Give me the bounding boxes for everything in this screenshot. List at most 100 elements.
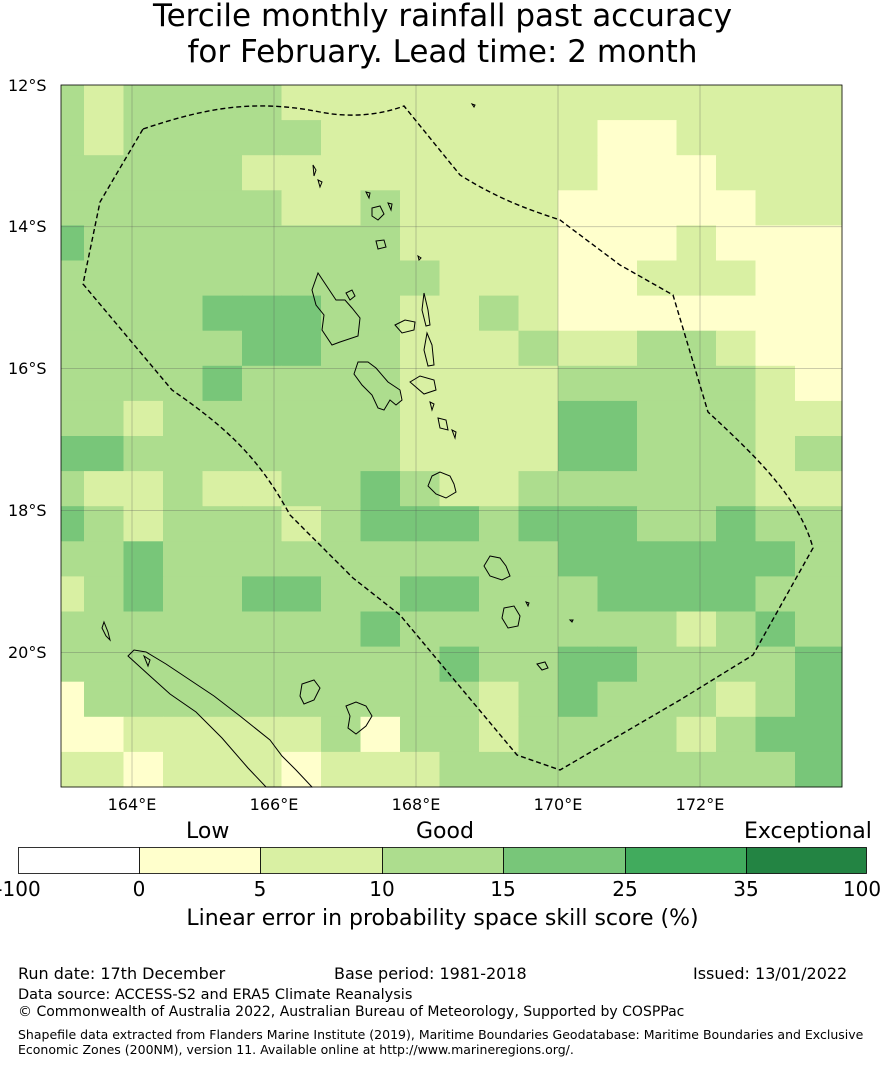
coastline — [525, 601, 530, 608]
skill-cell — [321, 681, 361, 718]
skill-cell — [479, 365, 519, 402]
skill-cell — [281, 295, 322, 332]
colorbar-segment — [746, 847, 867, 874]
skill-cell — [439, 576, 480, 612]
skill-cell — [281, 471, 322, 507]
skill-cell — [479, 295, 519, 332]
skill-cell — [795, 295, 843, 332]
coastline — [101, 620, 111, 642]
skill-cell — [795, 225, 843, 261]
skill-cell — [242, 646, 282, 683]
skill-cell — [755, 611, 796, 648]
skill-cell — [518, 295, 559, 332]
skill-cell — [163, 506, 203, 542]
skill-cell — [716, 471, 756, 507]
skill-cell — [61, 330, 85, 367]
skill-cell — [84, 400, 124, 437]
skill-cell — [321, 541, 361, 577]
skill-cell — [716, 646, 756, 683]
skill-cell — [84, 681, 124, 718]
skill-cell — [755, 365, 796, 402]
skill-cell — [439, 260, 480, 297]
skill-cell — [400, 471, 440, 507]
skill-cell — [676, 400, 717, 437]
skill-cell — [597, 576, 638, 612]
skill-cell — [84, 436, 124, 472]
lat-label-12s: 12°S — [8, 76, 47, 95]
skill-cell — [400, 576, 440, 612]
skill-cell — [479, 611, 519, 648]
skill-cell — [84, 751, 124, 788]
skill-cell — [676, 611, 717, 648]
skill-cell — [321, 751, 361, 788]
skill-cell — [360, 225, 401, 261]
skill-cell — [321, 260, 361, 297]
skill-cell — [123, 716, 164, 753]
skill-cell — [61, 751, 85, 788]
skill-cell — [84, 576, 124, 612]
skill-cell — [202, 365, 243, 402]
skill-cell — [637, 611, 677, 648]
skill-cell — [400, 646, 440, 683]
shapefile-credit: Shapefile data extracted from Flanders M… — [18, 1027, 864, 1057]
skill-cell — [439, 436, 480, 472]
lon-label-166e: 166°E — [249, 795, 299, 814]
skill-cell — [755, 225, 796, 261]
skill-cell — [242, 506, 282, 542]
colorbar-tick-0: 0 — [132, 877, 146, 901]
skill-cell — [518, 681, 559, 718]
skill-cell — [755, 260, 796, 297]
skill-cell — [518, 506, 559, 542]
skill-cell — [242, 576, 282, 612]
skill-cell — [123, 576, 164, 612]
skill-cell — [676, 506, 717, 542]
skill-cell — [84, 365, 124, 402]
skill-cell — [202, 155, 243, 191]
skill-cell — [61, 716, 85, 753]
skill-cell — [637, 541, 677, 577]
map-frame — [60, 84, 843, 788]
skill-cell — [163, 225, 203, 261]
colorbar-tick-25: 25 — [612, 877, 638, 901]
skill-cell — [360, 576, 401, 612]
skill-cell — [479, 541, 519, 577]
coastline — [371, 205, 385, 221]
coastline — [345, 701, 373, 735]
skill-cell — [755, 541, 796, 577]
skill-cell — [202, 120, 243, 156]
skill-cell — [321, 506, 361, 542]
skill-cell — [676, 120, 717, 156]
skill-cell — [281, 646, 322, 683]
skill-cell — [755, 190, 796, 226]
coastline — [387, 202, 393, 212]
skill-cell — [716, 576, 756, 612]
skill-cell — [281, 260, 322, 297]
skill-cell — [558, 471, 598, 507]
coastline — [375, 239, 387, 250]
skill-cell — [123, 260, 164, 297]
skill-cell — [755, 400, 796, 437]
coastline — [483, 555, 511, 581]
skill-cell — [242, 155, 282, 191]
skill-cell — [676, 576, 717, 612]
skill-cell — [202, 716, 243, 753]
skill-cell — [676, 190, 717, 226]
skill-cell — [163, 400, 203, 437]
skill-cell — [123, 436, 164, 472]
coastline — [417, 254, 422, 261]
skill-cell — [558, 330, 598, 367]
skill-cell — [597, 436, 638, 472]
skill-cell — [123, 225, 164, 261]
skill-cell — [400, 716, 440, 753]
skill-cell — [597, 541, 638, 577]
skill-cell — [716, 716, 756, 753]
skill-cell — [795, 365, 843, 402]
colorbar-segment — [139, 847, 261, 874]
skill-cell — [242, 190, 282, 226]
skill-cell — [716, 541, 756, 577]
skill-cell — [558, 85, 598, 121]
skill-cell — [795, 541, 843, 577]
skill-cell — [84, 155, 124, 191]
colorbar-tick-15: 15 — [490, 877, 516, 901]
coastline — [470, 103, 476, 108]
